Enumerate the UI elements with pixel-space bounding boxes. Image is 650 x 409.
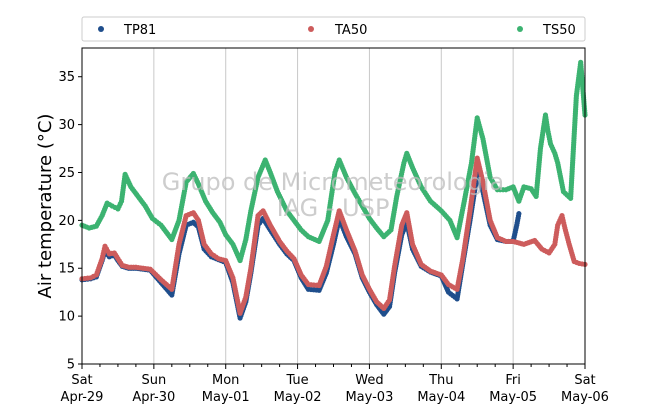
watermark-line-2: IAG - USP	[277, 194, 390, 222]
x-tick-day: Wed	[355, 373, 383, 388]
y-tick-label: 35	[58, 70, 75, 85]
x-tick-date: May-05	[489, 390, 537, 405]
legend-label-ta50: TA50	[334, 23, 367, 38]
y-tick-label: 10	[58, 310, 75, 325]
series-ts50	[79, 59, 588, 264]
legend-item-ts50: TS50	[517, 23, 576, 38]
x-tick-date: Apr-29	[61, 390, 104, 405]
series-layer	[79, 59, 588, 321]
x-tick-day: Sun	[141, 373, 166, 388]
y-axis: 5 10 15 20 25 30 35	[58, 70, 82, 373]
point-tp81	[516, 211, 522, 217]
x-tick-day: Mon	[212, 373, 239, 388]
legend-item-ta50: TA50	[308, 23, 367, 38]
x-tick-day: Fri	[505, 373, 521, 388]
x-axis: Sat Apr-29 Sun Apr-30 Mon May-01 Tue May-02 Wed M…	[61, 364, 609, 405]
legend-label-tp81: TP81	[123, 23, 156, 38]
x-tick-day: Tue	[285, 373, 308, 388]
legend-box	[81, 16, 586, 42]
y-axis-title: Air temperature (°C)	[35, 114, 56, 299]
legend-marker-ts50	[517, 26, 523, 32]
legend-item-tp81: TP81	[98, 23, 156, 38]
x-tick-date: May-02	[274, 390, 322, 405]
legend: TP81 TA50 TS50	[81, 16, 586, 42]
x-tick-day: Sat	[71, 373, 92, 388]
legend-marker-tp81	[98, 26, 104, 32]
grid-lines	[153, 48, 514, 364]
x-tick-date: Apr-30	[132, 390, 175, 405]
y-tick-label: 15	[58, 262, 75, 277]
legend-marker-ta50	[308, 26, 314, 32]
y-tick-label: 25	[58, 166, 75, 181]
x-tick-date: May-06	[561, 390, 609, 405]
y-tick-label: 5	[67, 358, 75, 373]
legend-label-ts50: TS50	[542, 23, 576, 38]
watermark: Grupo de Micrometeorologia IAG - USP	[162, 168, 504, 222]
watermark-line-1: Grupo de Micrometeorologia	[162, 168, 504, 196]
x-tick-date: May-03	[345, 390, 393, 405]
y-tick-label: 30	[58, 118, 75, 133]
x-tick-day: Thu	[428, 373, 453, 388]
y-tick-label: 20	[58, 214, 75, 229]
series-ta50	[79, 155, 588, 316]
x-tick-date: May-04	[417, 390, 465, 405]
x-tick-day: Sat	[574, 373, 595, 388]
x-tick-date: May-01	[202, 390, 250, 405]
